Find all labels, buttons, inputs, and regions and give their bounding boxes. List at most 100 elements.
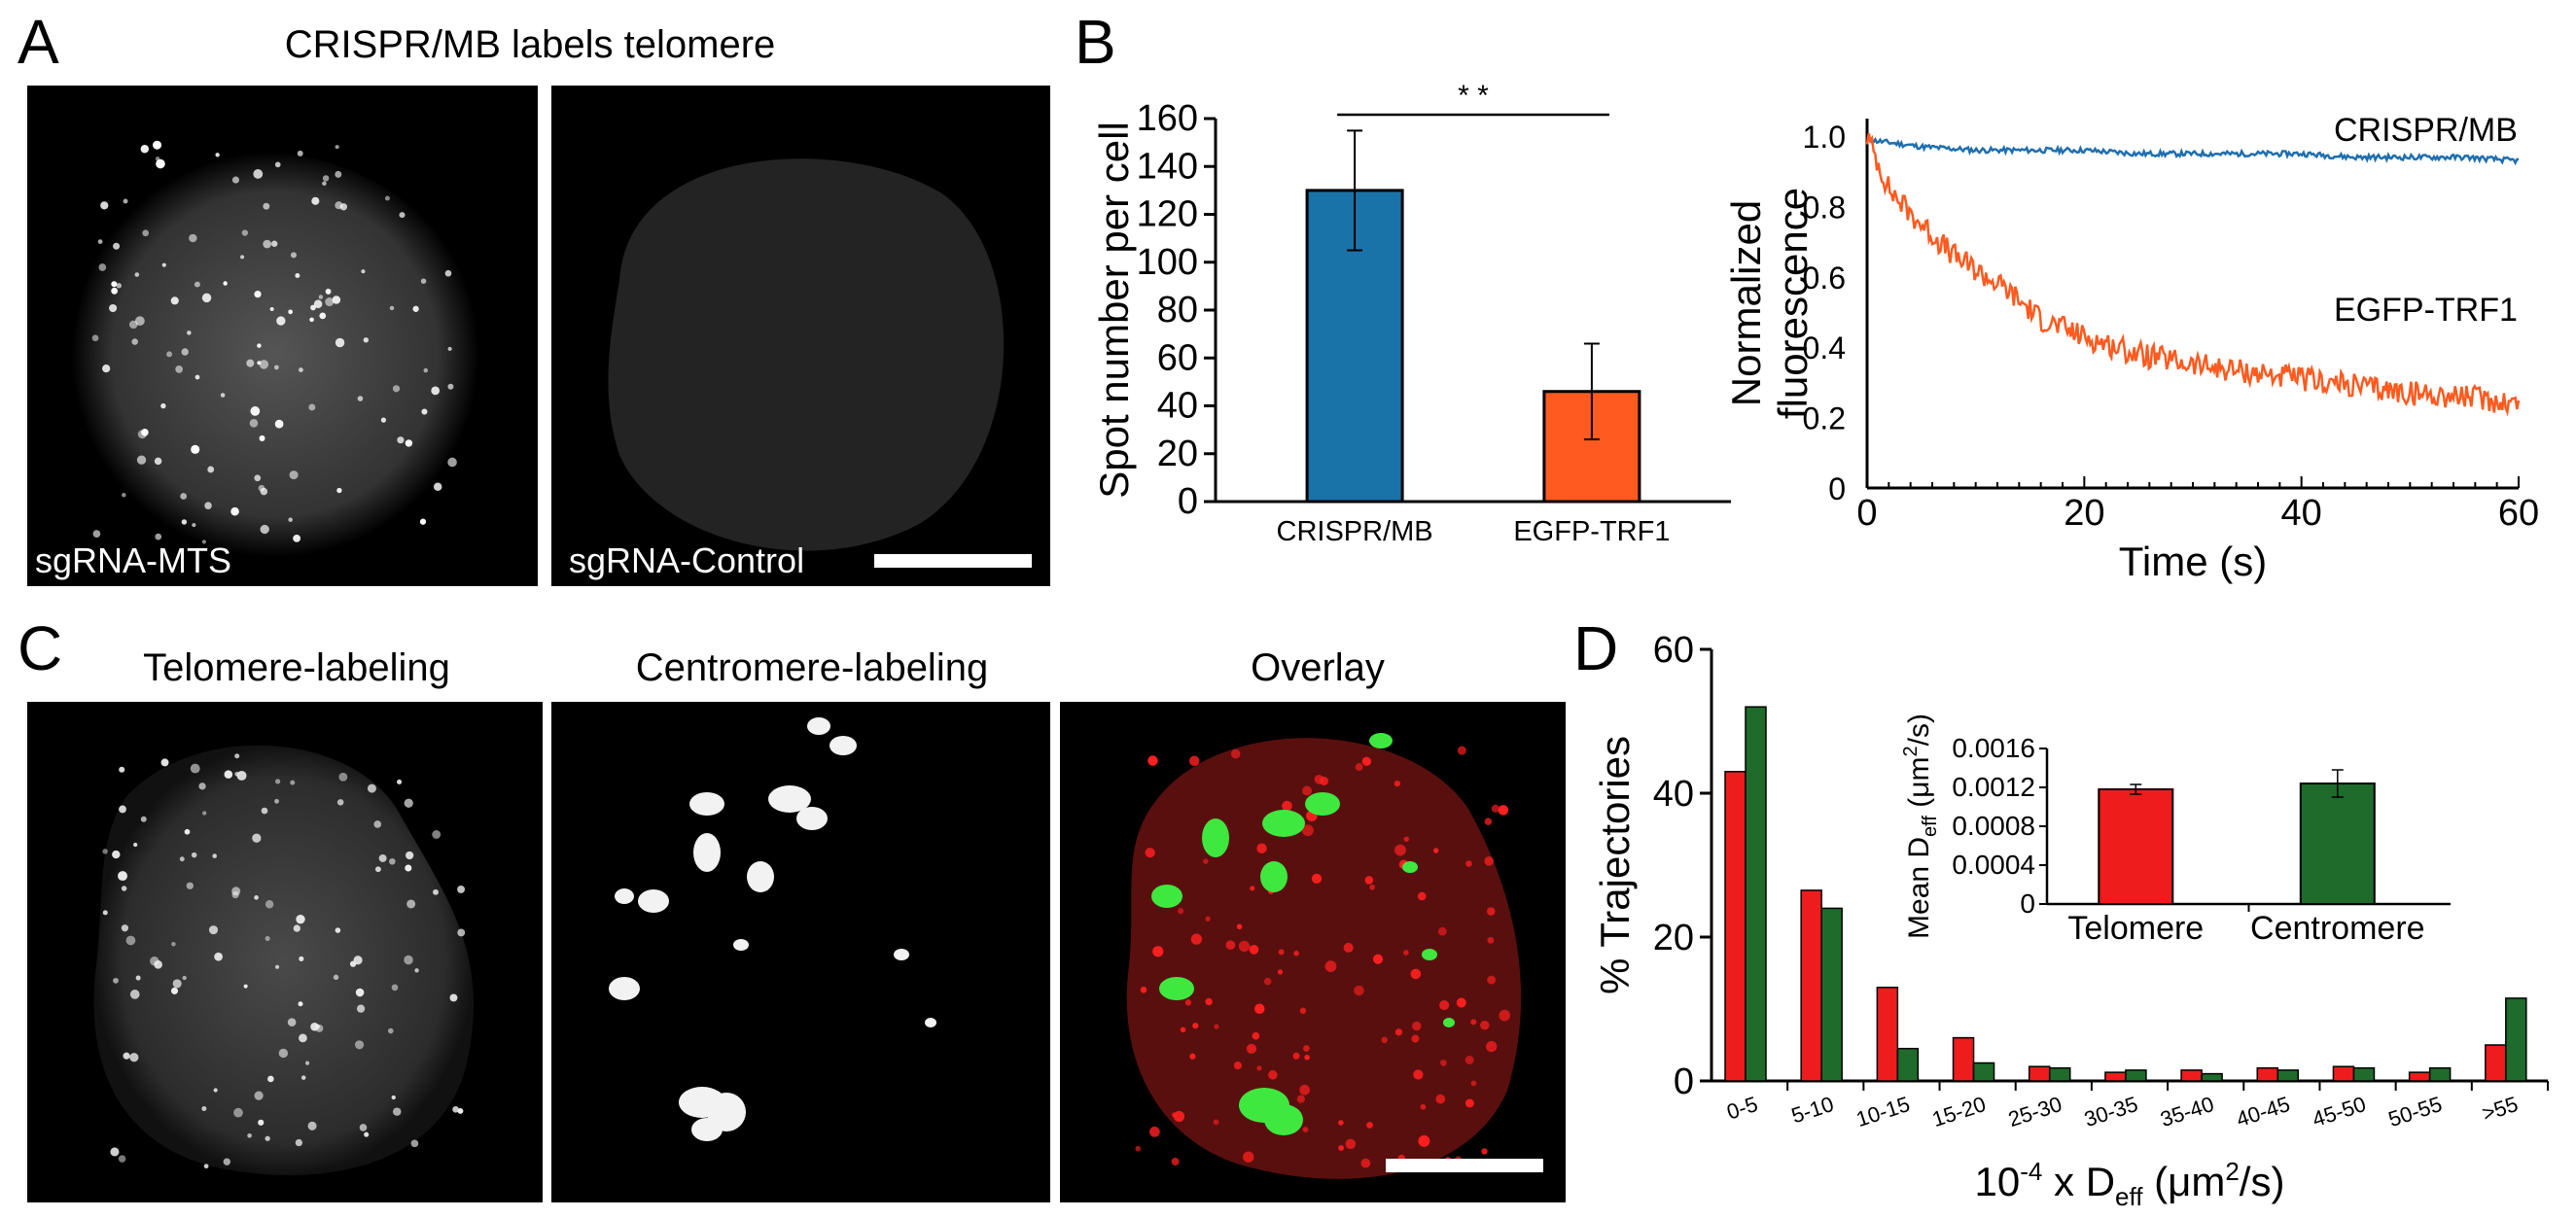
telomere-spot	[109, 303, 118, 313]
y-tick-label: 20	[1157, 434, 1198, 474]
telomere-spot	[457, 928, 466, 937]
telomere-spot	[391, 984, 399, 992]
overlay-red-spot	[1301, 824, 1314, 837]
overlay-red-spot	[1343, 942, 1354, 953]
telomere-spot	[299, 956, 304, 961]
telomere-spot	[181, 348, 189, 356]
telomere-spot	[254, 291, 262, 298]
telomere-spot	[170, 987, 179, 994]
x-tick-label: 40-45	[2234, 1092, 2293, 1131]
telomere-spot	[333, 974, 339, 981]
series-label: CRISPR/MB	[2334, 112, 2518, 149]
inset-y-tick-label: 0	[2020, 888, 2035, 919]
overlay-red-spot	[1481, 1148, 1488, 1155]
overlay-red-spot	[1152, 946, 1164, 957]
overlay-red-spot	[1278, 949, 1285, 956]
telomere-spot	[112, 850, 121, 859]
telomere-spot	[102, 849, 108, 854]
overlay-red-spot	[1412, 1021, 1422, 1031]
telomere-spot	[363, 337, 370, 343]
y-tick-label: 80	[1157, 290, 1198, 331]
telomere-spot	[207, 466, 215, 473]
telomere-spot	[194, 281, 200, 288]
overlay-red-spot	[1296, 1095, 1305, 1103]
overlay-red-spot	[1277, 969, 1284, 975]
x-axis-label: Time (s)	[2119, 539, 2267, 584]
overlay-red-spot	[1184, 999, 1192, 1006]
telomere-spot	[265, 900, 274, 909]
y-tick-label: 160	[1137, 98, 1198, 139]
telomere-spot	[404, 955, 413, 965]
telomere-spot	[152, 140, 162, 150]
overlay-red-spot	[1236, 923, 1243, 930]
nucleus-control	[608, 158, 1005, 551]
overlay-red-spot	[1314, 774, 1324, 784]
telomere-spot	[314, 1024, 321, 1029]
telomere-spot	[263, 239, 272, 249]
y-tick-label: 0.4	[1803, 331, 1846, 365]
telomere-spot	[246, 359, 255, 367]
y-tick-label: 60	[1653, 630, 1694, 671]
telomere-spot	[201, 293, 212, 303]
overlay-red-spot	[1178, 908, 1184, 915]
deff-histogram-chart: 0 20 40 60 0-5 5-10 10-15 15-20 25-30 30-35 35-40 4…	[1592, 630, 2549, 1211]
telomere-spot	[310, 304, 316, 311]
image-label-sgrna-control: sgRNA-Control	[569, 540, 805, 580]
telomere-spot	[275, 964, 280, 969]
telomere-spot	[175, 365, 183, 373]
y-tick-label: 0.6	[1803, 261, 1846, 296]
overlay-red-spot	[1135, 1145, 1142, 1152]
telomere-spot	[374, 866, 381, 873]
overlay-red-spot	[1147, 755, 1158, 766]
micrograph-sgrna-mts: sgRNA-MTS	[27, 86, 538, 586]
telomere-spot	[311, 196, 320, 205]
telomere-spot	[191, 444, 200, 454]
telomere-spot	[335, 145, 339, 150]
telomere-spot	[423, 367, 429, 373]
bar-telomere	[1952, 1036, 1975, 1082]
telomere-spot	[254, 895, 259, 900]
overlay-red-spot	[1486, 1041, 1498, 1053]
telomere-spot	[452, 1105, 459, 1113]
overlay-red-spot	[1180, 1027, 1186, 1033]
image-label-sgrna-mts: sgRNA-MTS	[35, 540, 232, 580]
x-tick-label: 0-5	[1724, 1092, 1761, 1125]
telomere-spot	[141, 429, 149, 436]
overlay-red-spot	[1338, 1120, 1344, 1126]
telomere-spot	[154, 457, 162, 466]
telomere-spot	[223, 1158, 231, 1166]
inset-bar-telomere	[2098, 788, 2174, 905]
inset-y-tick-label: 0.0008	[1952, 811, 2035, 841]
telomere-spot	[325, 296, 335, 307]
telomere-spot	[419, 518, 427, 525]
x-tick-label: 5-10	[1788, 1092, 1837, 1128]
telomere-spot	[332, 296, 341, 304]
series-line-crispr/mb	[1866, 135, 2520, 166]
telomere-spot	[389, 857, 396, 865]
telomere-spot	[140, 816, 147, 822]
telomere-spot	[297, 150, 303, 157]
telomere-spot	[295, 1138, 303, 1147]
nucleus-overlay	[1126, 733, 1522, 1179]
telomere-spot	[335, 170, 342, 178]
overlay-red-spot	[1214, 1024, 1219, 1029]
telomere-spot	[118, 1155, 126, 1163]
telomere-spot	[136, 455, 147, 465]
telomere-spot	[253, 169, 264, 179]
overlay-red-spot	[1171, 1112, 1178, 1118]
telomere-spot	[254, 474, 262, 482]
overlay-red-spot	[1148, 1126, 1160, 1137]
telomere-spot	[214, 952, 223, 961]
overlay-red-spot	[1225, 940, 1236, 951]
overlay-red-spot	[1464, 1056, 1474, 1064]
x-tick-label: 40	[2281, 493, 2322, 534]
telomere-spot	[355, 988, 365, 997]
telomere-spot	[240, 255, 245, 260]
telomere-spot	[354, 1040, 365, 1050]
telomere-spot	[186, 882, 194, 889]
telomere-spot	[258, 1119, 265, 1126]
telomere-spot	[265, 1135, 270, 1141]
telomere-spot	[274, 365, 279, 370]
telomere-spot	[155, 533, 162, 540]
overlay-red-spot	[1171, 1157, 1180, 1166]
